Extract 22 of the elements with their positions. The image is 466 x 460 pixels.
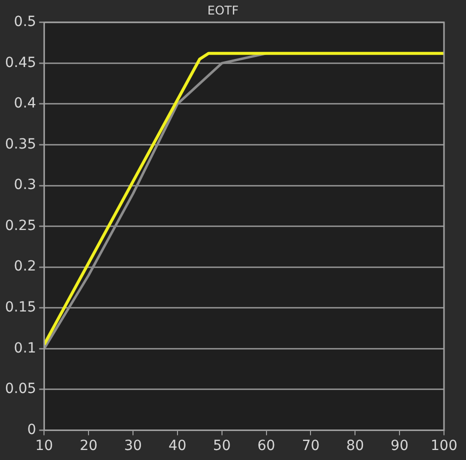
y-tick-label: 0 bbox=[27, 422, 36, 438]
y-tick-label: 0.05 bbox=[5, 381, 36, 398]
y-tick-label: 0.35 bbox=[5, 136, 36, 152]
chart-title: EOTF bbox=[207, 3, 239, 18]
x-tick-label: 70 bbox=[302, 438, 320, 454]
y-tick-label: 0.25 bbox=[5, 218, 36, 234]
x-tick-label: 100 bbox=[430, 438, 458, 454]
y-tick-label: 0.45 bbox=[5, 54, 36, 71]
y-tick-label: 0.3 bbox=[14, 177, 36, 194]
x-tick-label: 20 bbox=[80, 438, 98, 454]
x-tick-label: 80 bbox=[346, 438, 364, 454]
x-tick-label: 40 bbox=[168, 438, 186, 454]
x-tick-label: 10 bbox=[35, 438, 54, 454]
y-tick-label: 0.2 bbox=[14, 258, 36, 275]
y-tick-label: 0.15 bbox=[5, 300, 36, 316]
x-tick-label: 90 bbox=[390, 438, 408, 454]
x-tick-label: 60 bbox=[257, 438, 276, 454]
x-tick-label: 50 bbox=[212, 438, 231, 454]
y-tick-label: 0.5 bbox=[14, 14, 36, 30]
y-tick-label: 0.1 bbox=[14, 340, 36, 356]
x-tick-label: 30 bbox=[124, 438, 142, 454]
y-tick-label: 0.4 bbox=[14, 96, 36, 112]
